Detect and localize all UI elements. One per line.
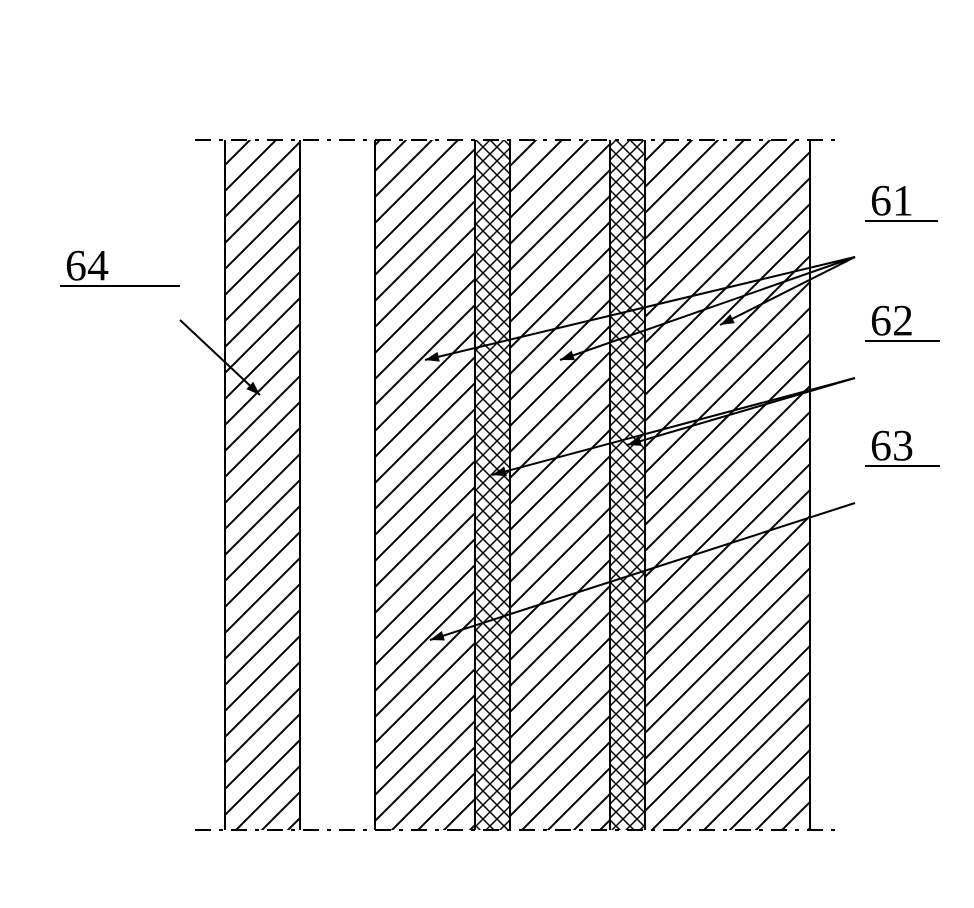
label-61: 61 [870,176,914,225]
layer-61b [510,140,610,830]
layer-62b [610,140,645,830]
layer-63 [375,140,475,830]
label-63: 63 [870,421,914,470]
label-64: 64 [65,241,109,290]
layers-group [225,140,810,830]
layer-64 [225,140,300,830]
layer-61c [645,140,810,830]
layer-62a [475,140,510,830]
label-62: 62 [870,296,914,345]
